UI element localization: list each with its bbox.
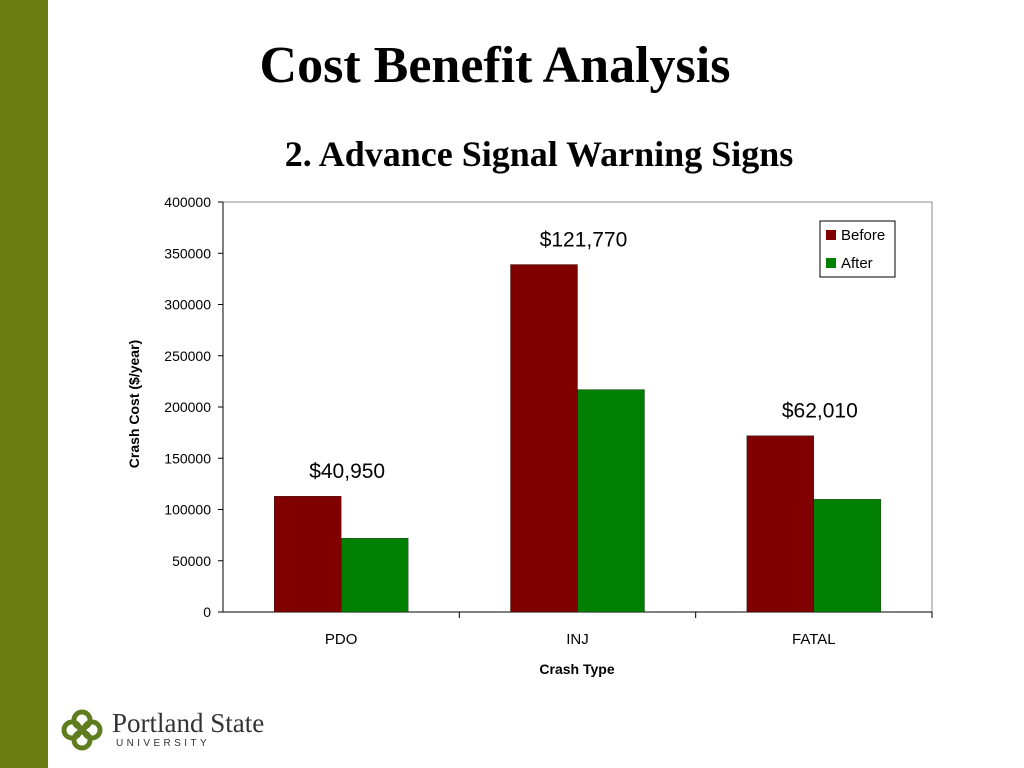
cost-annotation: $62,010 xyxy=(782,400,858,423)
y-tick-label: 0 xyxy=(203,604,211,620)
y-tick-label: 400000 xyxy=(164,194,211,210)
x-tick-label: INJ xyxy=(566,631,589,648)
psu-logo-icon xyxy=(61,709,103,751)
y-tick-label: 200000 xyxy=(164,399,211,415)
x-tick-label: FATAL xyxy=(792,631,836,648)
x-axis-label: Crash Type xyxy=(539,661,614,677)
legend-swatch-before xyxy=(826,230,836,240)
bar-after-fatal xyxy=(813,499,881,613)
bar-after-inj xyxy=(577,389,645,613)
y-tick-label: 50000 xyxy=(172,553,211,569)
cost-annotation: $121,770 xyxy=(540,229,628,252)
y-tick-label: 150000 xyxy=(164,450,211,466)
y-axis-label: Crash Cost ($/year) xyxy=(126,340,142,468)
slide-subtitle: 2. Advance Signal Warning Signs xyxy=(284,134,794,174)
bar-before-pdo xyxy=(274,496,342,613)
legend-swatch-after xyxy=(826,258,836,268)
side-accent-bar xyxy=(0,0,48,768)
y-tick-label: 300000 xyxy=(164,297,211,313)
y-tick-label: 100000 xyxy=(164,502,211,518)
y-tick-label: 350000 xyxy=(164,245,211,261)
bar-after-pdo xyxy=(341,538,409,613)
slide-title: Cost Benefit Analysis xyxy=(259,37,731,94)
y-tick-label: 250000 xyxy=(164,348,211,364)
bar-before-fatal xyxy=(746,435,814,613)
legend-label: After xyxy=(841,255,873,272)
cost-annotation: $40,950 xyxy=(309,460,385,483)
logo-subtitle: UNIVERSITY xyxy=(116,738,211,749)
legend-label: Before xyxy=(841,227,885,244)
bar-before-inj xyxy=(510,264,578,613)
x-tick-label: PDO xyxy=(325,631,358,648)
logo-name: Portland State xyxy=(112,708,265,738)
